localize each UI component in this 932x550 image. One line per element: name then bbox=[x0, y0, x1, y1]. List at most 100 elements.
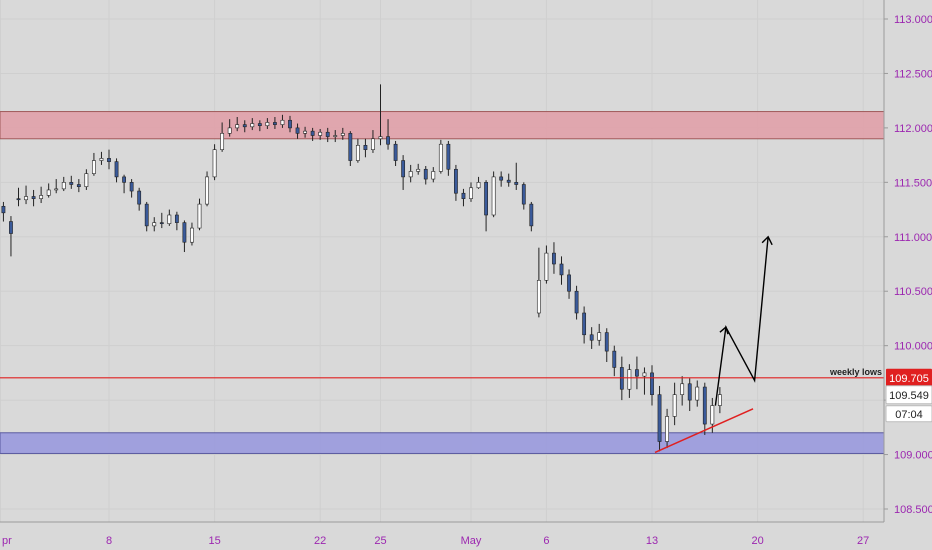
candle bbox=[514, 162, 519, 190]
candle bbox=[205, 171, 209, 207]
candle-body bbox=[1, 205, 6, 214]
candle bbox=[1, 201, 6, 222]
candle bbox=[567, 269, 571, 299]
candle bbox=[476, 176, 481, 189]
candle bbox=[152, 217, 157, 232]
candle bbox=[650, 365, 654, 406]
candle bbox=[61, 176, 66, 192]
candle-body bbox=[506, 179, 511, 183]
x-tick-label: 8 bbox=[106, 535, 112, 547]
price-axis-bg[interactable] bbox=[884, 0, 932, 550]
candle bbox=[431, 167, 436, 183]
candle bbox=[84, 169, 89, 190]
candle bbox=[378, 84, 383, 146]
candle bbox=[604, 328, 609, 362]
candle bbox=[386, 119, 390, 150]
candle-body bbox=[348, 133, 353, 161]
candle bbox=[612, 345, 617, 377]
candle bbox=[129, 179, 134, 198]
candle bbox=[144, 201, 149, 232]
candle-body bbox=[318, 131, 323, 136]
candle bbox=[235, 117, 240, 132]
y-tick-label: 111.500 bbox=[894, 177, 932, 189]
candle-body bbox=[69, 182, 74, 185]
candle bbox=[99, 151, 104, 165]
candle bbox=[137, 187, 142, 211]
candle bbox=[401, 155, 406, 190]
candle bbox=[174, 211, 179, 231]
candle-body bbox=[340, 133, 345, 136]
candle-body bbox=[363, 145, 368, 150]
candle-body bbox=[393, 143, 398, 161]
candle-body bbox=[84, 173, 89, 187]
candle-body bbox=[280, 119, 285, 125]
x-tick-label: 13 bbox=[646, 535, 658, 547]
candle-body bbox=[612, 350, 617, 368]
tag-bg bbox=[886, 368, 932, 387]
candle-body bbox=[446, 143, 451, 170]
candle-body bbox=[657, 394, 662, 442]
candle-body bbox=[92, 160, 96, 174]
candle bbox=[469, 182, 473, 202]
candle bbox=[665, 408, 669, 449]
x-tick-label: May bbox=[461, 535, 482, 547]
candle-body bbox=[567, 274, 571, 292]
candle bbox=[182, 220, 187, 253]
candle-body bbox=[122, 176, 126, 183]
candle-body bbox=[650, 372, 654, 395]
current-price-tag: 109.549 bbox=[885, 385, 932, 405]
candle bbox=[92, 152, 96, 176]
candle bbox=[318, 128, 323, 140]
tag-text: 109.705 bbox=[889, 373, 929, 385]
candle bbox=[303, 126, 307, 138]
candle-body bbox=[635, 369, 639, 377]
tag-text: 109.549 bbox=[889, 390, 929, 402]
candle-body bbox=[250, 123, 255, 128]
candle-body bbox=[604, 332, 609, 352]
candle bbox=[24, 185, 28, 205]
candle-body bbox=[529, 203, 534, 227]
candle-body bbox=[491, 176, 496, 216]
resistance-zone bbox=[0, 111, 885, 140]
x-tick-label: 15 bbox=[208, 535, 220, 547]
candle bbox=[325, 127, 330, 143]
candle-body bbox=[371, 138, 375, 150]
candle bbox=[589, 327, 594, 349]
candle-body bbox=[273, 122, 277, 125]
arrowhead-mid bbox=[719, 325, 729, 335]
candle bbox=[393, 140, 398, 166]
candle-body bbox=[423, 168, 428, 180]
candle-body bbox=[212, 149, 217, 178]
y-tick-label: 111.000 bbox=[894, 232, 932, 244]
candle-body bbox=[303, 130, 307, 134]
price-tags: 109.705 109.549 07:04 bbox=[885, 368, 932, 423]
arrowhead-end bbox=[761, 235, 773, 246]
candle bbox=[717, 387, 722, 414]
candle-body bbox=[167, 214, 172, 225]
candle-body bbox=[16, 198, 21, 201]
candle-body bbox=[438, 143, 443, 172]
candle-body bbox=[174, 214, 179, 223]
candle bbox=[348, 131, 353, 166]
candle bbox=[54, 179, 59, 194]
candle-body bbox=[265, 122, 270, 127]
candle bbox=[544, 245, 549, 284]
candle bbox=[702, 382, 707, 435]
candle-body bbox=[582, 312, 587, 336]
countdown-tag: 07:04 bbox=[885, 405, 932, 423]
candle bbox=[69, 175, 74, 189]
candle-body bbox=[61, 182, 66, 190]
candle bbox=[438, 139, 443, 174]
candle bbox=[197, 198, 202, 231]
support-zone bbox=[0, 432, 885, 454]
candle-body bbox=[9, 221, 13, 234]
candle bbox=[190, 222, 194, 246]
candle bbox=[454, 164, 458, 201]
candle bbox=[212, 144, 217, 181]
candle-body bbox=[54, 188, 59, 191]
candle bbox=[363, 138, 368, 158]
weekly-lows-tag: 109.705 bbox=[886, 368, 932, 387]
candle bbox=[687, 378, 692, 411]
y-tick-label: 109.000 bbox=[894, 450, 932, 462]
